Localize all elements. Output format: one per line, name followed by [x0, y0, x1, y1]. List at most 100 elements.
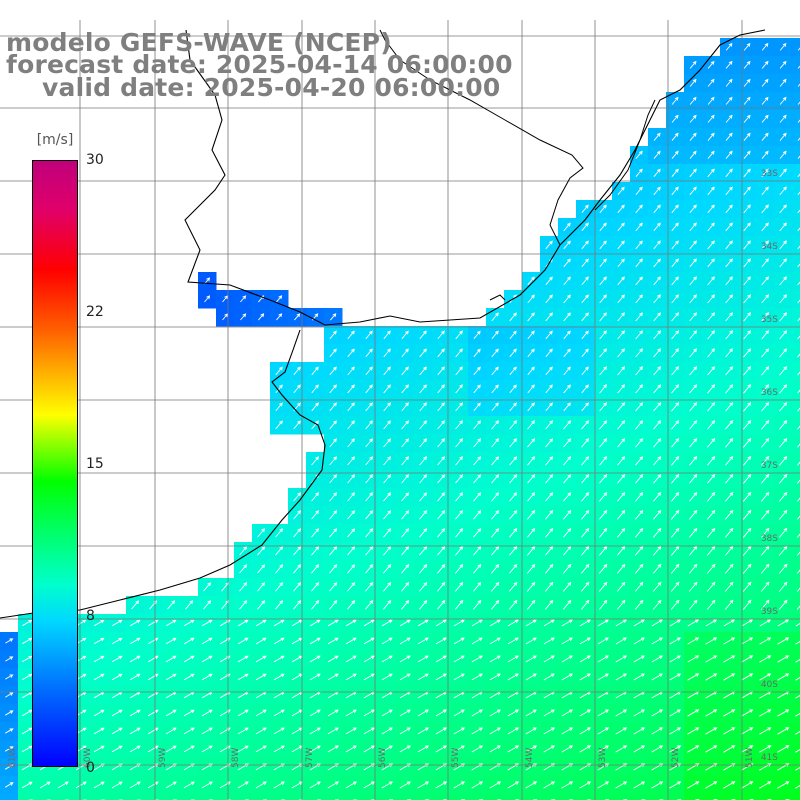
wind-arrow — [795, 641, 800, 645]
wind-arrow — [742, 599, 752, 610]
wind-speed-cell — [792, 524, 800, 543]
wind-arrow — [797, 209, 800, 214]
wind-speed-cell — [540, 794, 559, 800]
wind-arrow — [401, 456, 409, 466]
wind-arrow — [455, 456, 464, 466]
wind-arrow — [779, 60, 787, 69]
latitude-label: 37S — [761, 461, 778, 471]
wind-arrow — [741, 709, 754, 717]
wind-arrow — [652, 599, 662, 610]
wind-arrow — [707, 78, 715, 87]
wind-arrow — [671, 473, 680, 484]
wind-arrow — [129, 673, 141, 681]
wind-arrow — [347, 402, 355, 412]
wind-arrow — [507, 727, 520, 735]
wind-arrow — [707, 420, 716, 430]
wind-arrow — [797, 425, 800, 430]
wind-arrow — [545, 492, 554, 502]
wind-arrow — [671, 402, 680, 412]
wind-speed-cell — [342, 794, 361, 800]
wind-arrow — [743, 348, 752, 358]
wind-arrow — [437, 366, 445, 376]
wind-speed-cell — [792, 632, 800, 651]
wind-arrow — [579, 637, 591, 645]
wind-speed-cell — [792, 596, 800, 615]
wind-arrow — [239, 546, 248, 556]
wind-arrow — [383, 330, 391, 340]
wind-arrow — [491, 366, 499, 376]
wind-arrow — [797, 83, 800, 87]
wind-speed-cell — [234, 794, 253, 800]
wind-arrow — [669, 619, 681, 627]
wind-arrow — [687, 727, 700, 735]
wind-speed-cell — [684, 794, 703, 800]
wind-arrow — [147, 745, 159, 753]
wind-arrow — [563, 258, 571, 268]
wind-arrow — [473, 366, 481, 376]
wind-arrow — [419, 366, 427, 376]
wind-arrow — [329, 313, 337, 321]
wind-arrow — [670, 527, 680, 538]
wind-arrow — [509, 492, 518, 502]
wind-arrow — [525, 655, 537, 663]
wind-arrow — [257, 564, 266, 574]
wind-arrow — [689, 420, 698, 430]
wind-arrow — [401, 600, 410, 610]
wind-arrow — [543, 745, 556, 753]
wind-arrow — [705, 781, 718, 789]
wind-arrow — [635, 186, 643, 195]
wind-arrow — [561, 673, 574, 681]
wind-arrow — [635, 366, 643, 376]
wind-arrow — [669, 709, 682, 717]
wind-arrow — [525, 745, 538, 753]
latitude-label: 41S — [761, 753, 778, 763]
wind-arrow — [363, 709, 375, 717]
wind-arrow — [725, 168, 733, 178]
wind-arrow — [185, 600, 194, 610]
wind-speed-cell — [774, 794, 793, 800]
wind-arrow — [633, 655, 646, 663]
wind-arrow — [651, 673, 664, 681]
wind-arrow — [472, 599, 482, 610]
wind-arrow — [777, 673, 790, 681]
latitude-label: 36S — [761, 388, 778, 398]
wind-arrow — [329, 510, 338, 520]
wind-arrow — [581, 312, 589, 322]
wind-arrow — [437, 599, 446, 610]
wind-arrow — [329, 492, 337, 502]
wind-arrow — [651, 709, 664, 717]
wind-speed-cell — [792, 704, 800, 723]
wind-arrow — [760, 545, 770, 556]
wind-arrow — [653, 186, 661, 196]
wind-arrow — [635, 294, 643, 304]
wind-arrow — [455, 528, 464, 538]
wind-arrow — [471, 745, 484, 753]
wind-arrow — [329, 384, 337, 394]
wind-arrow — [599, 402, 608, 412]
wind-speed-cell — [558, 794, 577, 800]
wind-arrow — [365, 492, 374, 502]
wind-arrow — [419, 348, 427, 358]
wind-arrow — [381, 655, 393, 663]
wind-arrow — [509, 420, 517, 430]
wind-arrow — [725, 348, 734, 358]
wind-arrow — [437, 438, 445, 448]
wind-arrow — [365, 546, 374, 556]
wind-arrow — [419, 492, 428, 502]
wind-arrow — [581, 204, 589, 213]
wind-arrow — [563, 527, 572, 538]
wind-arrow — [761, 240, 769, 250]
wind-arrow — [687, 637, 700, 645]
wind-arrow — [615, 673, 628, 681]
wind-arrow — [257, 582, 266, 592]
wind-arrow — [527, 330, 535, 340]
wind-arrow — [689, 438, 698, 448]
colorbar-units-label: [m/s] — [36, 132, 74, 148]
wind-arrow — [706, 491, 716, 502]
wind-arrow — [401, 581, 410, 592]
wind-arrow — [707, 96, 715, 105]
colorbar-tick-22: 22 — [86, 304, 104, 320]
wind-arrow — [562, 599, 572, 610]
wind-arrow — [707, 294, 716, 304]
